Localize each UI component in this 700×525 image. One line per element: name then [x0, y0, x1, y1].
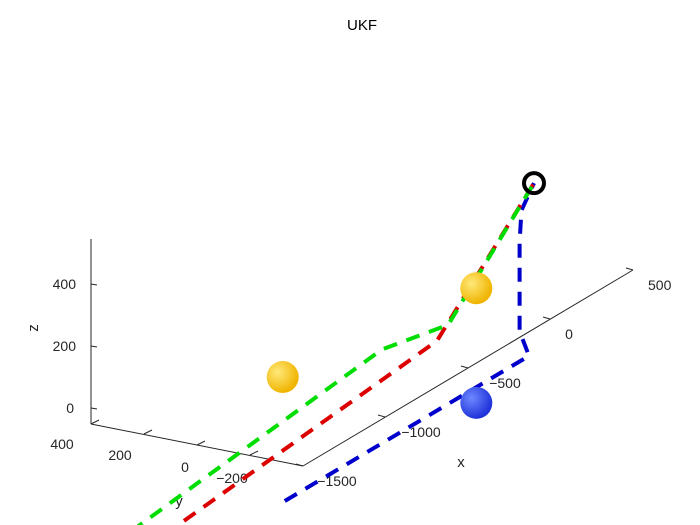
sphere-marker-3 [460, 386, 493, 419]
z-tick-label-200: 200 [53, 338, 77, 354]
x-tick-minus1000 [377, 414, 386, 418]
trajectory-3 [136, 182, 536, 525]
x-tick-label-minus500: −500 [489, 375, 521, 391]
y-tick-label-minus200: −200 [216, 470, 248, 486]
sphere-marker-1 [460, 272, 493, 305]
z-tick-label-400: 400 [53, 276, 77, 292]
z-tick-label-0: 0 [66, 400, 74, 416]
y-tick-0 [196, 440, 206, 446]
x-tick-minus1500 [295, 463, 304, 467]
y-tick-200 [143, 429, 153, 435]
x-ticks [295, 267, 634, 467]
x-tick-label-0: 0 [565, 326, 573, 342]
z-ticks [90, 283, 98, 410]
marker-layer [266, 171, 546, 419]
sphere-marker-4 [522, 171, 546, 196]
z-axis-label: z [25, 324, 42, 332]
tick-labels: 400 200 0 400 200 0 −200 500 0 −500 −100… [50, 276, 671, 489]
y-tick-label-0: 0 [181, 459, 189, 475]
series-layer [136, 182, 536, 525]
y-tick-label-200: 200 [108, 447, 132, 463]
y-tick-minus200 [249, 450, 259, 456]
trajectory-1 [283, 182, 536, 503]
x-tick-0 [542, 316, 551, 320]
tick-marks [90, 267, 634, 467]
y-tick-label-400: 400 [50, 436, 74, 452]
y-axis-label: y [175, 493, 183, 510]
z-tick-0 [90, 407, 98, 410]
z-tick-200 [90, 345, 98, 348]
x-tick-label-500: 500 [648, 277, 672, 293]
x-tick-500 [625, 267, 634, 271]
x-tick-label-minus1000: −1000 [401, 424, 441, 440]
z-tick-400 [90, 283, 98, 286]
x-tick-label-minus1500: −1500 [317, 473, 357, 489]
y-tick-400 [90, 419, 100, 425]
sphere-marker-2 [266, 361, 299, 393]
y-ticks [90, 419, 259, 456]
x-tick-minus500 [460, 365, 469, 369]
x-axis-label: x [457, 454, 465, 471]
axes [90, 239, 634, 467]
chart-title: UKF [347, 17, 377, 34]
